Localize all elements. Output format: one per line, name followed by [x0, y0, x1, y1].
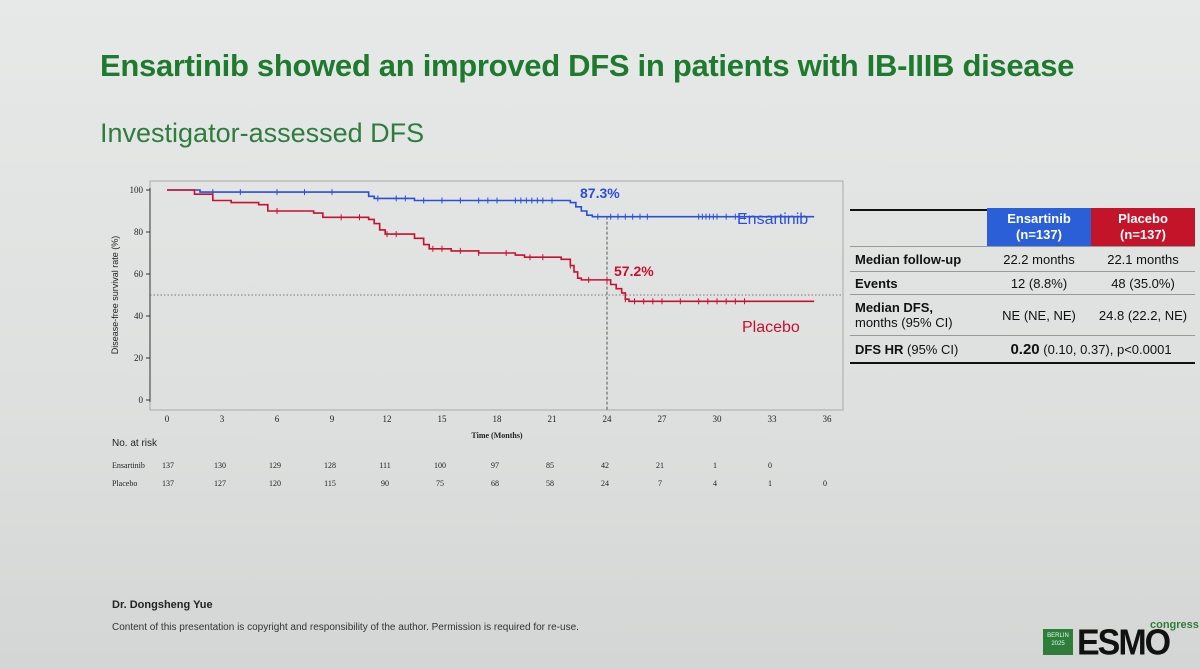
row-label: Median DFS, — [855, 300, 934, 315]
row-value-ensartinib: 12 (8.8%) — [1010, 275, 1068, 291]
ensartinib-series-label: Ensartinib — [737, 211, 808, 228]
header-ensartinib-n: (n=137) — [1016, 227, 1062, 242]
hr-value-cell: 0.20 (0.10, 0.37), p<0.0001 — [987, 341, 1195, 358]
risk-value: 130 — [214, 461, 226, 470]
x-tick-label: 12 — [383, 414, 392, 424]
x-tick-label: 36 — [823, 414, 833, 424]
esmo-logo: BERLIN 2025 ESMO congress — [1043, 618, 1199, 663]
placebo-curve — [167, 189, 815, 303]
row-label: Median follow-up — [855, 251, 962, 267]
risk-row-label: Placebo — [112, 479, 137, 488]
risk-value: 58 — [546, 479, 554, 488]
slide-title: Ensartinib showed an improved DFS in pat… — [100, 48, 1075, 83]
table-row-hr: DFS HR (95% CI) 0.20 (0.10, 0.37), p<0.0… — [850, 335, 1195, 364]
author-name: Dr. Dongsheng Yue — [112, 599, 213, 611]
risk-value: 1 — [713, 461, 717, 470]
risk-value: 68 — [491, 479, 499, 488]
header-ensartinib: Ensartinib (n=137) — [987, 208, 1091, 246]
risk-value: 7 — [658, 479, 662, 488]
header-placebo-name: Placebo — [1118, 211, 1168, 226]
reference-lines — [150, 216, 843, 410]
summary-table: Ensartinib (n=137) Placebo (n=137) Media… — [850, 208, 1195, 364]
x-axis-title: Time (Months) — [471, 431, 523, 440]
berlin-badge: BERLIN 2025 — [1043, 629, 1073, 655]
x-tick-label: 30 — [713, 414, 723, 424]
row-value-ensartinib: 22.2 months — [1003, 251, 1075, 267]
x-tick-label: 15 — [438, 414, 448, 424]
x-tick-label: 18 — [493, 414, 503, 424]
x-tick-label: 9 — [330, 414, 335, 424]
y-tick-label: 60 — [134, 269, 144, 279]
risk-value: 1 — [768, 479, 772, 488]
risk-value: 137 — [162, 461, 174, 470]
risk-value: 120 — [269, 479, 281, 488]
survival-curves: Ensartinib 87.3% Placebo 57.2% — [167, 185, 815, 336]
badge-year: 2025 — [1051, 641, 1065, 647]
risk-value: 97 — [491, 461, 499, 470]
x-tick-label: 6 — [275, 414, 280, 424]
table-row: Median follow-up 22.2 months 22.1 months — [850, 246, 1195, 271]
risk-value: 137 — [162, 479, 174, 488]
placebo-annotation: 57.2% — [614, 263, 654, 279]
risk-value: 128 — [324, 461, 336, 470]
y-tick-label: 80 — [134, 227, 144, 237]
risk-value: 100 — [434, 461, 446, 470]
risk-value: 42 — [601, 461, 609, 470]
x-tick-label: 24 — [603, 414, 613, 424]
ensartinib-curve — [167, 189, 815, 218]
header-ensartinib-name: Ensartinib — [1007, 211, 1071, 226]
hr-label-ci: (95% CI) — [907, 341, 959, 357]
hr-value: 0.20 — [1010, 340, 1040, 358]
y-axis-title: Disease-free survival rate (%) — [110, 236, 120, 355]
risk-value: 75 — [436, 479, 444, 488]
row-value-ensartinib: NE (NE, NE) — [1002, 307, 1076, 323]
risk-value: 21 — [656, 461, 664, 470]
copyright-notice: Content of this presentation is copyrigh… — [112, 622, 579, 633]
logo-congress: congress — [1150, 619, 1199, 631]
summary-table-header: Ensartinib (n=137) Placebo (n=137) — [850, 208, 1195, 246]
row-value-placebo: 48 (35.0%) — [1111, 275, 1175, 291]
badge-city: BERLIN — [1047, 633, 1069, 639]
y-tick-label: 100 — [130, 185, 144, 195]
x-tick-label: 21 — [548, 414, 557, 424]
hr-ci-p: (0.10, 0.37), p<0.0001 — [1043, 341, 1172, 357]
row-value-placebo: 22.1 months — [1107, 251, 1179, 267]
risk-row-label: Ensartinib — [112, 461, 145, 470]
x-tick-label: 27 — [658, 414, 668, 424]
risk-value: 90 — [381, 479, 389, 488]
risk-value: 0 — [768, 461, 772, 470]
table-row: Median DFS, months (95% CI) NE (NE, NE) … — [850, 294, 1195, 335]
row-sublabel: months (95% CI) — [855, 315, 953, 330]
risk-value: 111 — [379, 461, 390, 470]
header-placebo: Placebo (n=137) — [1091, 208, 1195, 246]
y-tick-label: 40 — [134, 311, 144, 321]
ensartinib-annotation: 87.3% — [580, 185, 620, 201]
logo-wordmark: ESMO — [1077, 623, 1171, 663]
risk-value: 24 — [601, 479, 609, 488]
row-value-placebo: 24.8 (22.2, NE) — [1098, 307, 1188, 323]
risk-value: 85 — [546, 461, 554, 470]
row-label: Events — [855, 275, 898, 291]
placebo-series-label: Placebo — [742, 319, 800, 336]
slide-subtitle: Investigator-assessed DFS — [100, 118, 425, 148]
table-row: Events 12 (8.8%) 48 (35.0%) — [850, 271, 1195, 294]
header-placebo-n: (n=137) — [1120, 227, 1166, 242]
hr-label: DFS HR — [855, 341, 904, 357]
risk-value: 4 — [713, 479, 717, 488]
risk-value: 127 — [214, 479, 226, 488]
y-tick-label: 20 — [134, 353, 144, 363]
risk-value: 129 — [269, 461, 281, 470]
risk-table-header: No. at risk — [112, 438, 158, 449]
risk-value: 115 — [324, 479, 336, 488]
x-tick-label: 0 — [165, 414, 170, 424]
x-tick-label: 33 — [768, 414, 778, 424]
y-tick-label: 0 — [139, 395, 144, 405]
risk-value: 0 — [823, 479, 827, 488]
x-tick-label: 3 — [220, 414, 225, 424]
